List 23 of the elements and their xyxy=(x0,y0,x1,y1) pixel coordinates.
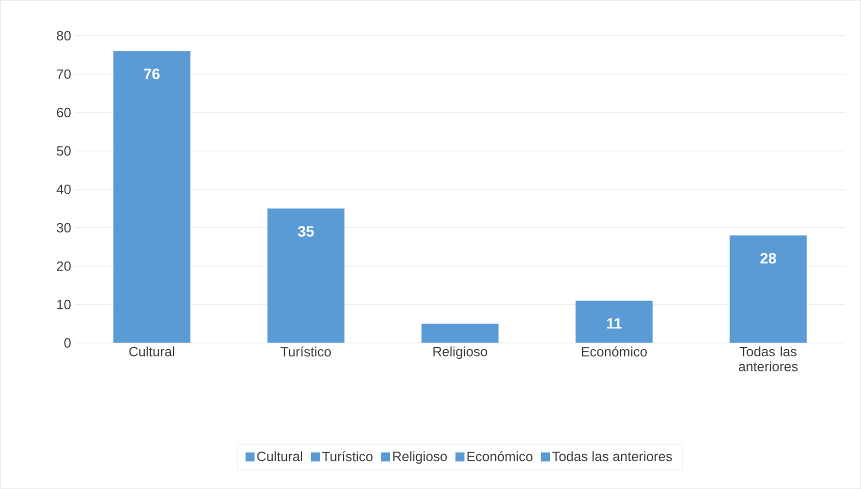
x-tick-label: Religioso xyxy=(433,346,488,360)
y-tick-label: 80 xyxy=(56,31,71,41)
legend-label: Turístico xyxy=(322,451,373,462)
data-label: 11 xyxy=(607,318,622,329)
legend-label: Económico xyxy=(468,451,532,462)
data-label: 35 xyxy=(298,226,314,237)
y-tick-label: 0 xyxy=(64,338,71,348)
y-tick-label: 40 xyxy=(56,184,71,194)
y-tick-label: 30 xyxy=(56,223,71,233)
data-label: 76 xyxy=(144,68,160,80)
y-tick-label: 70 xyxy=(56,69,71,80)
x-tick-label: Todas las anteriores xyxy=(738,346,798,372)
y-tick-label: 20 xyxy=(56,261,71,272)
legend-label: Religioso xyxy=(393,451,447,464)
legend-label: Cultural xyxy=(257,451,302,462)
x-tick-label: Cultural xyxy=(129,346,174,356)
legend-label: Todas las anteriores xyxy=(552,451,672,462)
x-tick-label: Turístico xyxy=(280,346,331,357)
y-tick-label: 50 xyxy=(56,146,71,156)
x-tick-label: Económico xyxy=(582,346,647,357)
data-label: 28 xyxy=(760,253,776,264)
y-tick-label: 10 xyxy=(57,300,71,310)
y-tick-label: 60 xyxy=(56,108,71,118)
